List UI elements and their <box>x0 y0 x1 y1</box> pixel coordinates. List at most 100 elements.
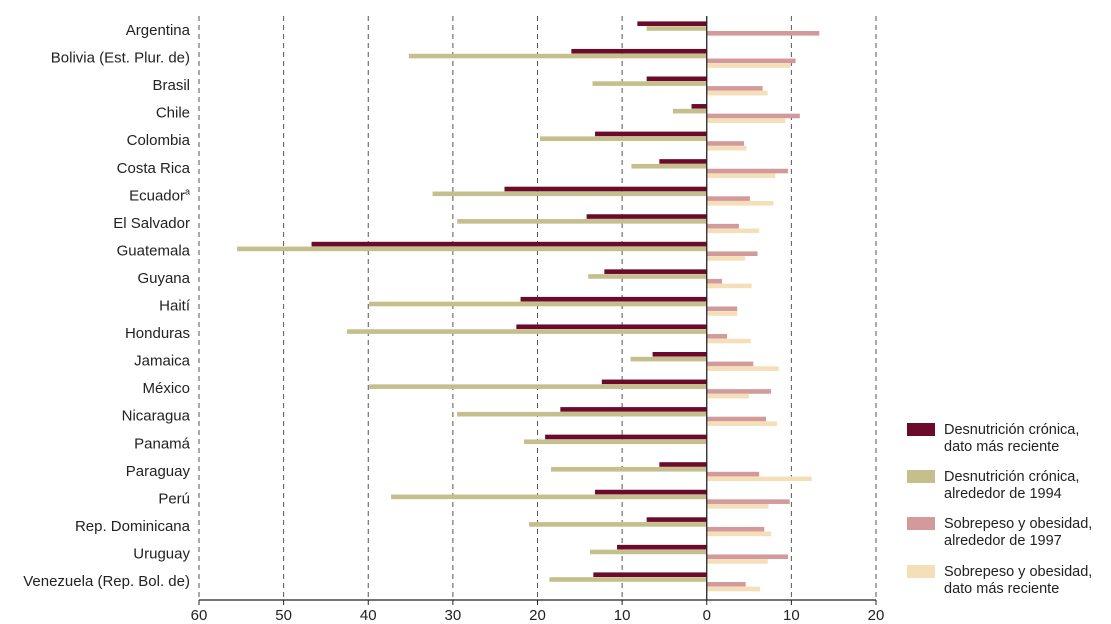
bar-guatemala-series-2 <box>706 251 758 256</box>
bar-nicaragua-series-2 <box>706 416 766 422</box>
bars <box>237 21 820 592</box>
bar-per--series-2 <box>706 499 790 504</box>
bar-guatemala-series-0 <box>311 241 707 247</box>
legend: Desnutrición crónica, dato más reciente De… <box>907 422 1092 597</box>
legend-swatch <box>907 517 935 530</box>
bar-argentina-series-0 <box>637 21 707 26</box>
bar-m-xico-series-3 <box>706 393 750 399</box>
bar-m-xico-series-1 <box>369 384 707 389</box>
bar-chile-series-1 <box>672 108 707 114</box>
legend-label-line2: alrededor de 1994 <box>944 486 1062 502</box>
bar-paraguay-series-1 <box>551 467 707 472</box>
bar-brasil-series-3 <box>706 90 768 96</box>
x-tick-label: 50 <box>275 607 292 624</box>
bar-paraguay-series-0 <box>659 462 707 467</box>
bar-colombia-series-1 <box>540 136 707 141</box>
legend-label-line1: Sobrepeso y obesidad, <box>944 516 1092 532</box>
x-tick-label: 30 <box>445 607 462 624</box>
legend-label-line2: alrededor de 1997 <box>944 533 1062 549</box>
bar-ecuador-series-0 <box>504 186 707 192</box>
bar-costa-rica-series-0 <box>659 159 707 164</box>
bar-nicaragua-series-1 <box>457 411 707 417</box>
bar-venezuela-rep-bol-de--series-0 <box>593 572 707 577</box>
legend-swatch <box>907 565 935 578</box>
bar-honduras-series-0 <box>516 324 707 330</box>
category-label: Jamaica <box>134 353 191 370</box>
bar-venezuela-rep-bol-de--series-3 <box>706 586 761 592</box>
category-label: Bolivia (Est. Plur. de) <box>51 50 190 67</box>
bar-hait--series-1 <box>369 301 707 307</box>
category-label: Haití <box>159 298 191 315</box>
bar-chile-series-3 <box>706 118 786 123</box>
bar-venezuela-rep-bol-de--series-1 <box>549 577 707 582</box>
bar-per--series-0 <box>595 489 707 495</box>
bar-jamaica-series-1 <box>630 356 707 362</box>
bar-colombia-series-0 <box>595 131 707 137</box>
bar-hait--series-3 <box>706 311 738 316</box>
legend-label-line1: Desnutrición crónica, <box>944 422 1079 438</box>
category-label: Brasil <box>152 77 190 94</box>
bar-guyana-series-3 <box>706 283 752 289</box>
bar-el-salvador-series-3 <box>706 228 760 234</box>
legend-label-line1: Desnutrición crónica, <box>944 469 1079 485</box>
bar-chile-series-0 <box>691 104 707 109</box>
bar-panam--series-1 <box>523 439 707 445</box>
bar-guatemala-series-3 <box>706 256 745 261</box>
bar-uruguay-series-3 <box>706 559 768 564</box>
legend-swatch <box>907 470 935 483</box>
bar-costa-rica-series-1 <box>631 163 707 169</box>
bar-paraguay-series-3 <box>706 476 812 482</box>
legend-swatch <box>907 423 935 436</box>
bar-m-xico-series-2 <box>706 389 772 394</box>
bar-guyana-series-0 <box>604 269 707 274</box>
bar-el-salvador-series-1 <box>457 219 707 224</box>
category-label: Colombia <box>127 132 191 149</box>
bar-panam--series-0 <box>545 434 707 440</box>
bar-uruguay-series-1 <box>589 549 707 555</box>
bar-colombia-series-2 <box>706 141 744 146</box>
x-tick-label: 10 <box>783 607 800 624</box>
category-label: Panamá <box>134 435 191 452</box>
bar-venezuela-rep-bol-de--series-2 <box>706 582 746 587</box>
bar-uruguay-series-0 <box>617 544 707 550</box>
category-label: Nicaragua <box>122 408 191 425</box>
x-tick-label: 0 <box>703 607 711 624</box>
x-tick-label: 10 <box>614 607 631 624</box>
bar-ecuador-series-3 <box>706 201 774 206</box>
bar-guyana-series-2 <box>706 278 722 284</box>
bar-rep-dominicana-series-1 <box>529 522 707 527</box>
category-label: Rep. Dominicana <box>75 518 191 535</box>
bar-rep-dominicana-series-2 <box>706 526 765 532</box>
legend-label-line2: dato más reciente <box>944 581 1059 597</box>
bar-ecuador-series-2 <box>706 196 750 201</box>
x-tick-label: 40 <box>360 607 377 624</box>
bar-el-salvador-series-2 <box>706 223 739 229</box>
category-label: Costa Rica <box>117 160 191 177</box>
bar-uruguay-series-2 <box>706 554 788 560</box>
bar-guyana-series-1 <box>588 274 707 279</box>
bar-bolivia-est-plur-de--series-3 <box>706 63 791 68</box>
bar-bolivia-est-plur-de--series-2 <box>706 58 796 64</box>
x-axis: 60 50 40 30 20 10 0 10 20 <box>191 16 884 624</box>
category-label: México <box>142 380 190 397</box>
bar-m-xico-series-0 <box>601 379 707 385</box>
bar-argentina-series-2 <box>706 31 820 36</box>
bar-jamaica-series-2 <box>706 361 754 367</box>
bar-honduras-series-2 <box>706 334 728 339</box>
category-label: Uruguay <box>133 545 190 562</box>
x-tick-label: 20 <box>529 607 546 624</box>
category-label: Guyana <box>137 270 190 287</box>
bar-per--series-3 <box>706 504 769 509</box>
category-label: El Salvador <box>113 215 190 232</box>
bar-jamaica-series-3 <box>706 366 779 371</box>
bar-bolivia-est-plur-de--series-0 <box>571 48 707 54</box>
bar-brasil-series-2 <box>706 86 763 91</box>
grid-lines <box>198 16 877 600</box>
bar-chile-series-2 <box>706 113 800 119</box>
bar-hait--series-2 <box>706 306 738 312</box>
bar-el-salvador-series-0 <box>586 214 707 219</box>
bar-honduras-series-1 <box>347 329 707 334</box>
category-label: Paraguay <box>126 463 191 480</box>
